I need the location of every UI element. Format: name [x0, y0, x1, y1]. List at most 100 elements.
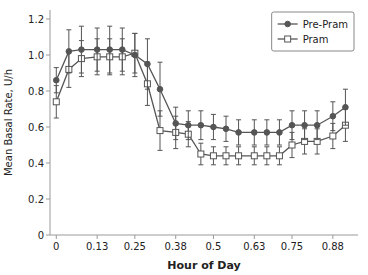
x-tick-label: 0.75 — [281, 241, 303, 252]
y-tick-label: 0 — [38, 230, 44, 241]
x-tick — [213, 235, 214, 239]
error-bar — [277, 120, 282, 145]
point — [198, 151, 204, 157]
point — [251, 130, 257, 136]
y-tick-label: 0.2 — [28, 194, 44, 205]
y-tick — [46, 127, 50, 128]
x-tick — [56, 235, 57, 239]
error-bar — [252, 147, 257, 165]
x-tick — [134, 235, 135, 239]
point — [66, 49, 72, 55]
point — [343, 104, 349, 110]
error-bar — [290, 111, 295, 140]
legend-marker — [285, 21, 291, 27]
point — [330, 113, 336, 119]
legend-marker — [285, 36, 291, 42]
error-bar — [173, 107, 178, 139]
x-tick-label: 0.13 — [86, 241, 108, 252]
y-tick-label: 1.2 — [28, 14, 44, 25]
chart: 00.130.250.380.50.630.750.8800.20.40.60.… — [0, 0, 368, 275]
error-bar — [277, 147, 282, 165]
y-tick-label: 0.6 — [28, 122, 44, 133]
y-tick-label: 0.4 — [28, 158, 44, 169]
error-bar — [95, 28, 100, 71]
series-line — [56, 50, 345, 133]
error-bar — [315, 111, 320, 140]
y-tick — [46, 199, 50, 200]
error-bar — [343, 89, 348, 125]
error-bar — [302, 111, 307, 140]
legend: Pre-Pram Pram — [272, 12, 354, 51]
error-bar — [264, 147, 269, 165]
point — [289, 122, 295, 128]
y-tick — [46, 235, 50, 236]
x-tick-label: 0.38 — [165, 241, 187, 252]
error-bar — [198, 111, 203, 140]
point — [264, 153, 270, 159]
point — [223, 153, 229, 159]
error-bar — [186, 111, 191, 140]
y-tick-label: 1.0 — [28, 50, 44, 61]
x-tick-label: 0.88 — [322, 241, 344, 252]
y-tick — [46, 55, 50, 56]
error-bar — [120, 28, 125, 71]
error-bar — [79, 26, 84, 73]
error-bar — [211, 114, 216, 139]
error-bar — [224, 147, 229, 165]
error-bar — [145, 39, 150, 89]
x-tick-label: 0.25 — [124, 241, 146, 252]
series — [53, 26, 348, 145]
legend-label: Pre-Pram — [303, 19, 348, 30]
point — [185, 122, 191, 128]
error-bar — [236, 147, 241, 165]
point — [145, 61, 151, 67]
error-bar — [224, 116, 229, 141]
x-tick — [332, 235, 333, 239]
error-bar — [158, 62, 163, 116]
x-tick-label: 0.63 — [243, 241, 265, 252]
error-bar — [264, 120, 269, 145]
point — [251, 153, 257, 159]
error-bar — [54, 68, 59, 93]
point — [314, 122, 320, 128]
y-tick — [46, 163, 50, 164]
x-tick — [97, 235, 98, 239]
error-bar — [66, 30, 71, 73]
point — [157, 86, 163, 92]
x-axis-label: Hour of Day — [167, 259, 240, 272]
point — [132, 52, 138, 58]
error-bar — [252, 120, 257, 145]
x-tick — [292, 235, 293, 239]
y-axis-line — [50, 10, 51, 235]
point — [236, 153, 242, 159]
x-tick — [175, 235, 176, 239]
point — [236, 130, 242, 136]
point — [107, 47, 113, 53]
point — [79, 47, 85, 53]
point — [302, 122, 308, 128]
error-bar — [132, 33, 137, 76]
axes: 00.130.250.380.50.630.750.8800.20.40.60.… — [28, 10, 358, 252]
x-tick-label: 0.5 — [205, 241, 221, 252]
error-bar — [158, 111, 163, 151]
point — [173, 121, 179, 127]
series-line — [56, 53, 345, 156]
y-tick — [46, 19, 50, 20]
point — [94, 47, 100, 53]
y-tick — [46, 91, 50, 92]
error-bar — [198, 143, 203, 165]
point — [223, 126, 229, 132]
point — [53, 99, 59, 105]
point — [119, 47, 125, 53]
point — [277, 130, 283, 136]
x-tick-label: 0 — [53, 241, 59, 252]
point — [157, 128, 163, 134]
y-axis-label: Mean Basal Rate, U/h — [3, 69, 14, 176]
error-bar — [330, 102, 335, 131]
point — [264, 130, 270, 136]
x-tick — [254, 235, 255, 239]
point — [210, 153, 216, 159]
legend-label: Pram — [303, 34, 329, 45]
point — [53, 77, 59, 83]
legend-frame — [272, 12, 354, 51]
